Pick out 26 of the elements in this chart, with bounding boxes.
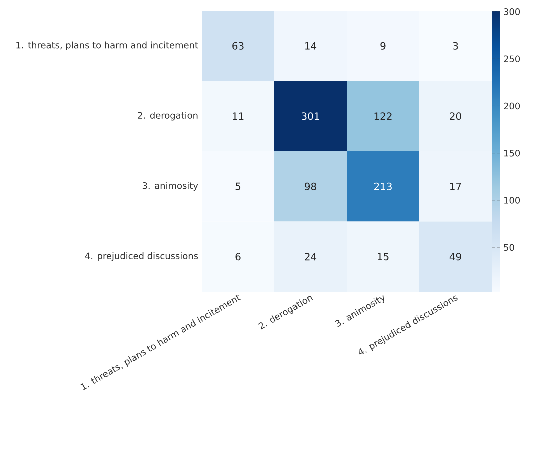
data-label: 98 xyxy=(305,182,316,190)
y-tick-label: 2. derogation xyxy=(138,112,198,121)
data-label: 49 xyxy=(450,253,462,261)
data-label: 24 xyxy=(305,253,317,261)
y-tick-label: 4. prejudiced discussions xyxy=(85,252,198,262)
data-label: 9 xyxy=(380,42,386,50)
color-bar-label: 50 xyxy=(504,244,514,252)
y-tick-label: 1. threats, plans to harm and incitement xyxy=(16,42,198,50)
data-label: 3 xyxy=(453,42,458,50)
data-label: 20 xyxy=(450,112,462,120)
color-bar-label: 150 xyxy=(504,150,520,157)
color-bar-label: 250 xyxy=(504,56,520,62)
data-label: 213 xyxy=(374,182,392,190)
data-label: 11 xyxy=(233,112,244,120)
color-bar-label: 300 xyxy=(504,8,520,16)
data-label: 6 xyxy=(236,253,241,261)
data-label: 122 xyxy=(374,112,392,120)
data-label: 17 xyxy=(450,182,462,190)
color-bar-label: 100 xyxy=(504,197,520,204)
data-label: 301 xyxy=(302,112,320,120)
data-label: 63 xyxy=(232,42,244,50)
data-label: 15 xyxy=(378,253,389,261)
color-bar-label: 200 xyxy=(504,102,520,110)
data-label: 14 xyxy=(306,42,317,50)
y-tick-label: 3. animosity xyxy=(142,182,198,191)
data-label: 5 xyxy=(236,182,241,190)
